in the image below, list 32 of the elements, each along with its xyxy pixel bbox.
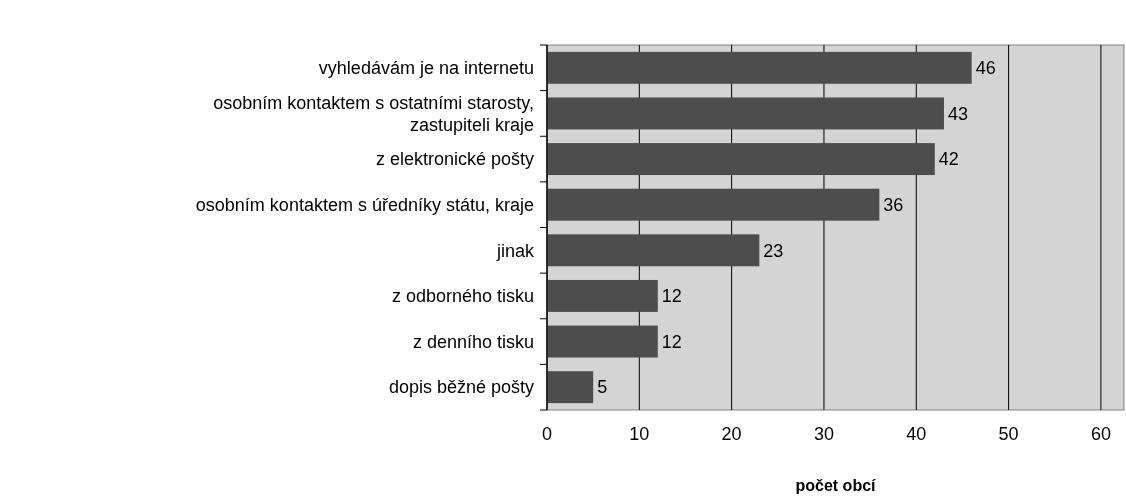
- x-tick-label: 60: [1090, 424, 1111, 444]
- y-tick-label: z odborného tisku: [391, 286, 534, 307]
- data-label: 12: [661, 331, 682, 352]
- x-tick-label: 30: [813, 424, 834, 444]
- data-label: 42: [938, 149, 959, 170]
- data-label: 43: [947, 103, 969, 124]
- y-tick-label: dopis běžné pošty: [388, 377, 534, 398]
- x-tick-label: 10: [629, 424, 650, 444]
- y-tick-label: z elektronické pošty: [375, 149, 534, 170]
- bar: [547, 234, 760, 267]
- data-label: 5: [597, 377, 608, 398]
- x-tick-label: 20: [721, 424, 742, 444]
- y-tick-label: vyhledávám je na internetu: [318, 58, 534, 79]
- bar: [547, 97, 944, 130]
- y-tick-label: z denního tisku: [412, 331, 534, 352]
- bar: [547, 325, 658, 358]
- data-label: 23: [763, 240, 784, 261]
- y-tick-label: jinak: [495, 240, 535, 261]
- bar: [547, 51, 972, 84]
- data-label: 36: [883, 194, 904, 215]
- bar: [547, 371, 594, 404]
- data-label: 12: [661, 286, 682, 307]
- bar: [547, 143, 935, 176]
- bar: [547, 279, 658, 312]
- x-tick-label: 50: [998, 424, 1019, 444]
- x-tick-label: 40: [906, 424, 927, 444]
- x-tick-label: 0: [541, 424, 553, 444]
- y-tick-label: osobním kontaktem s ostatními starosty, zastupiteli kraje: [213, 92, 534, 135]
- bar: [547, 188, 880, 221]
- x-axis-title: počet obcí: [795, 477, 877, 494]
- y-tick-label: osobním kontaktem s úředníky státu, kraje: [195, 194, 534, 215]
- data-label: 46: [975, 58, 996, 79]
